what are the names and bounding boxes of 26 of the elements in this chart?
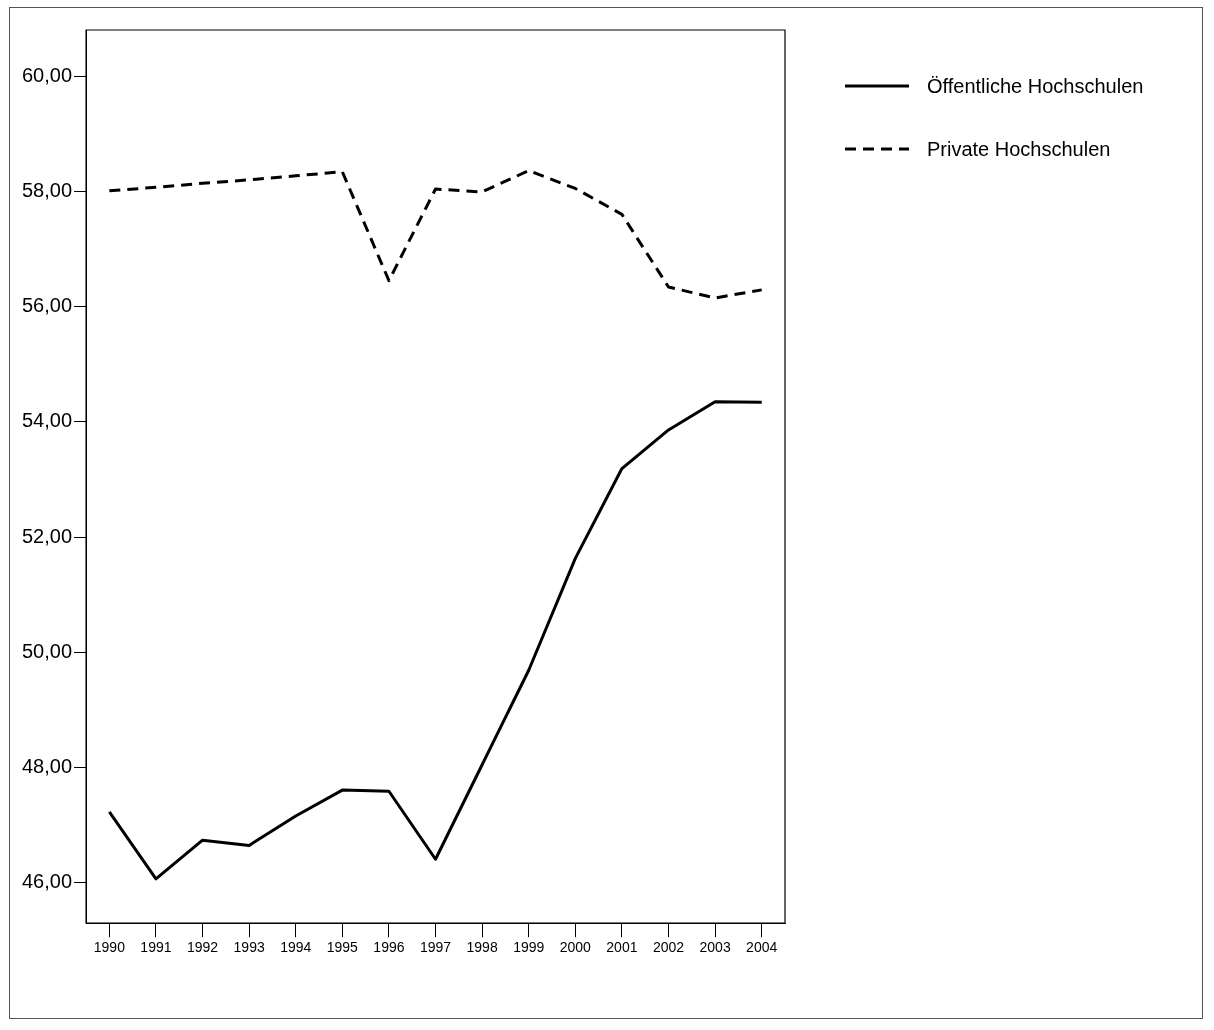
x-tick-label: 1994 [280,939,312,956]
x-tick-label: 1999 [513,939,545,956]
legend-label: Private Hochschulen [927,137,1111,160]
x-tick-label: 1998 [466,939,498,956]
y-tick-label: 46,00 [21,870,73,893]
x-tick-label: 1990 [93,939,126,956]
y-tick-label: 52,00 [21,524,73,547]
legend-label: Öffentliche Hochschulen [927,74,1144,97]
x-tick-label: 2001 [606,939,638,956]
x-tick-label: 2003 [699,939,731,956]
y-tick-label: 50,00 [21,639,73,662]
x-tick-label: 2000 [559,939,592,956]
y-tick-label: 54,00 [21,409,73,432]
y-tick-label: 56,00 [21,294,73,317]
y-tick-label: 60,00 [21,63,73,86]
x-tick-label: 1995 [326,939,359,956]
x-tick-label: 1997 [419,939,452,956]
x-tick-label: 1991 [140,939,172,956]
x-tick-label: 1992 [186,939,219,956]
x-tick-label: 2004 [746,939,778,956]
y-tick-label: 48,00 [21,755,73,778]
x-tick-label: 1993 [233,939,265,956]
x-tick-label: 2002 [652,939,685,956]
x-tick-label: 1996 [373,939,405,956]
line-series [107,169,764,300]
y-tick-label: 58,00 [21,178,73,201]
